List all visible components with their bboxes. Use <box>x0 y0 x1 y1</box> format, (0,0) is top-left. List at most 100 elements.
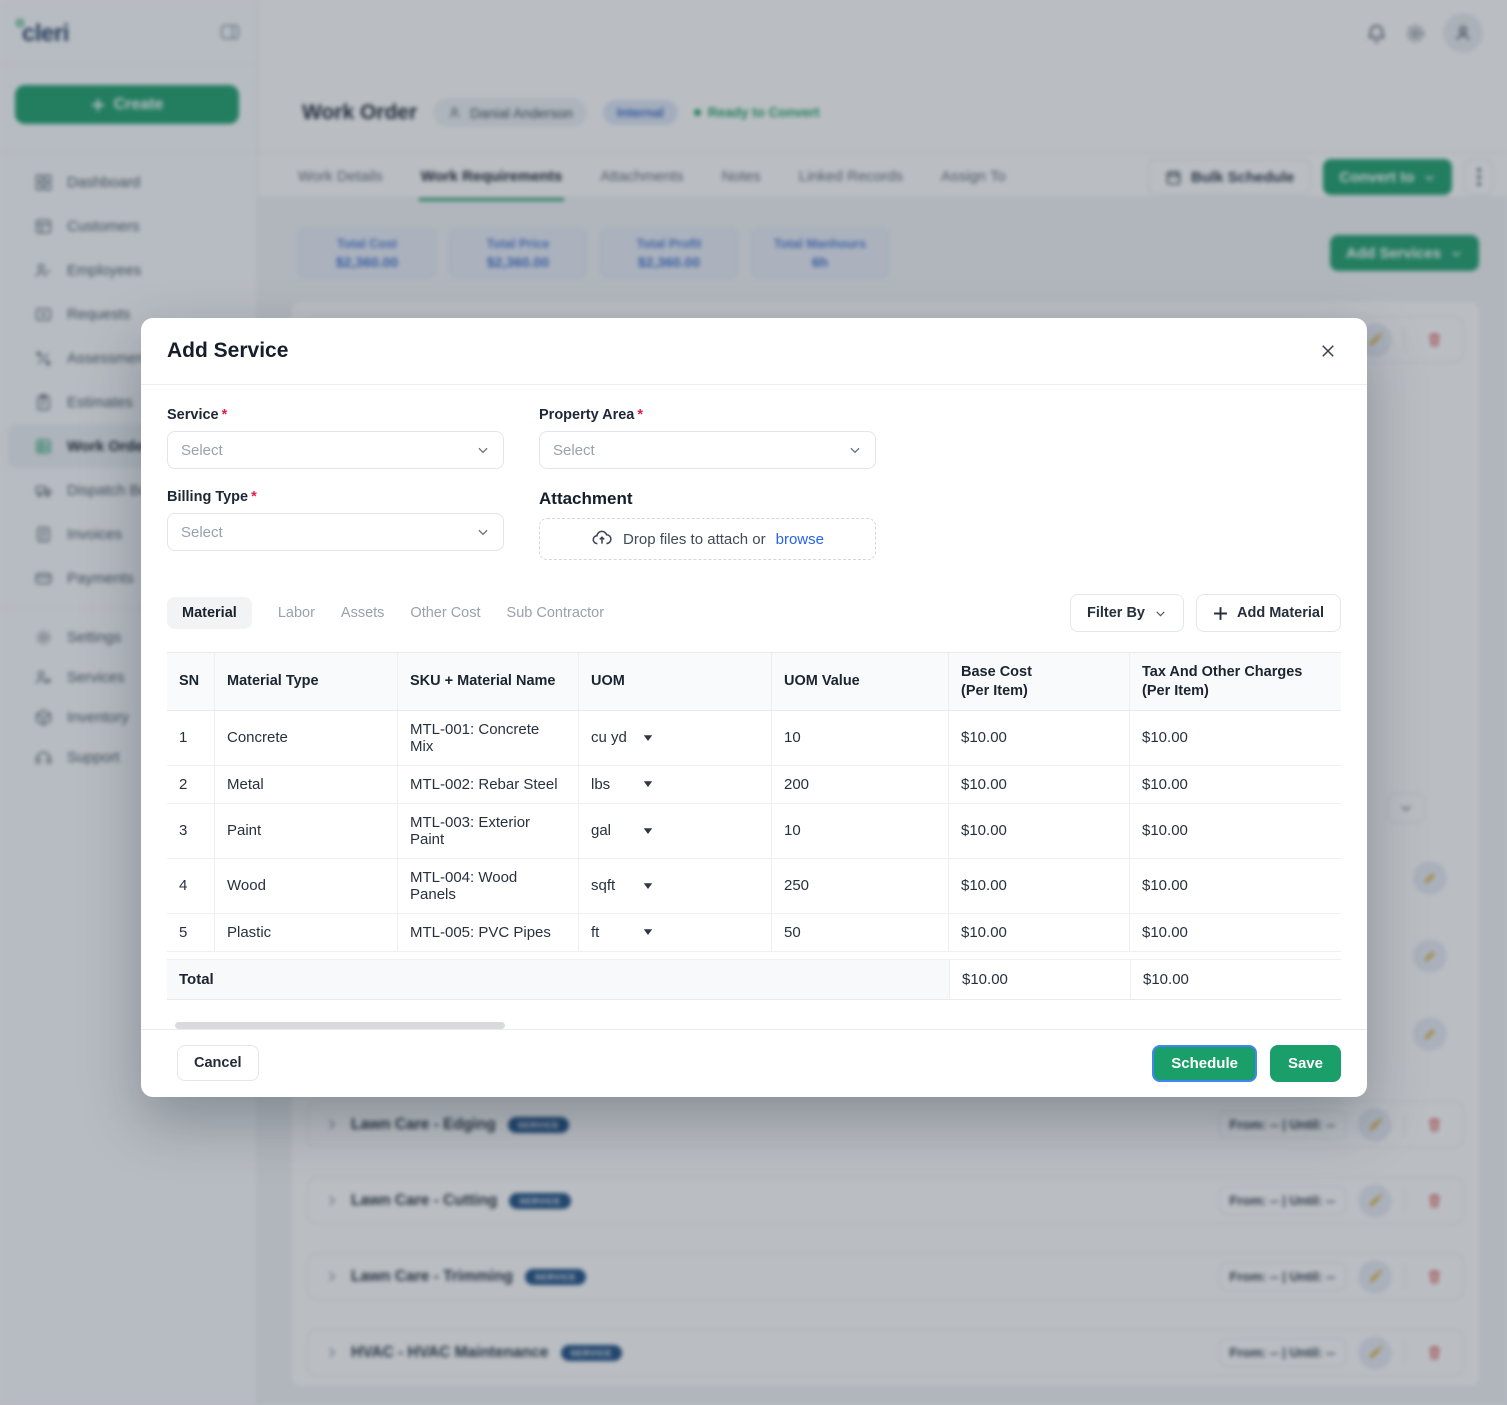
delete-button[interactable] <box>1417 1336 1451 1370</box>
chevron-right-icon[interactable] <box>324 1193 339 1208</box>
tab-labor[interactable]: Labor <box>277 605 315 622</box>
sidebar-item-invoices[interactable]: Invoices <box>8 512 249 556</box>
tab-assets[interactable]: Assets <box>340 605 385 622</box>
cell-tax[interactable]: $10.00 <box>1142 729 1188 747</box>
filter-by-button[interactable]: Filter By <box>1069 594 1184 633</box>
pencil-icon <box>1424 951 1435 962</box>
cell-tax[interactable]: $10.00 <box>1142 775 1188 793</box>
cell-base-cost[interactable]: $10.00 <box>949 803 1130 858</box>
sidebar-item-employees[interactable]: Employees <box>8 248 249 292</box>
browse-link[interactable]: browse <box>775 530 824 548</box>
edit-button[interactable] <box>1358 1183 1392 1218</box>
delete-button[interactable] <box>1417 1260 1451 1294</box>
edit-button[interactable] <box>1358 1335 1392 1370</box>
user-avatar[interactable] <box>1443 13 1483 53</box>
service-row-lawn-care-edging: Lawn Care - Edging SERVICE From: -- | Un… <box>307 1101 1464 1148</box>
chevron-right-icon[interactable] <box>324 1117 339 1132</box>
sidebar-item-customers[interactable]: Customers <box>8 204 249 248</box>
tab-material[interactable]: Material <box>167 597 252 630</box>
sidebar-item-estimates[interactable]: Estimates <box>8 380 249 424</box>
tab-attachments[interactable]: Attachments <box>600 168 684 185</box>
table-row: 4 Wood MTL-004: Wood Panels sqft 250 $10… <box>167 858 1341 914</box>
bulk-schedule-button[interactable]: Bulk Schedule <box>1148 159 1312 195</box>
delete-button[interactable] <box>1417 323 1451 357</box>
cell-uom-value[interactable]: 50 <box>772 913 949 951</box>
add-material-button[interactable]: Add Material <box>1195 594 1341 633</box>
convert-to-button[interactable]: Convert to <box>1323 159 1453 195</box>
notifications-bell-icon[interactable] <box>1365 22 1388 45</box>
cell-uom-value[interactable]: 200 <box>772 765 949 803</box>
customer-badge[interactable]: Danial Anderson <box>433 98 587 127</box>
delete-button[interactable] <box>1417 1184 1451 1218</box>
cancel-button[interactable]: Cancel <box>177 1045 259 1082</box>
close-button[interactable] <box>1319 342 1337 360</box>
tab-assign-to[interactable]: Assign To <box>940 168 1006 185</box>
save-button[interactable]: Save <box>1269 1044 1341 1082</box>
cell-base-cost[interactable]: $10.00 <box>949 858 1130 913</box>
property-area-select[interactable]: Select <box>539 431 876 470</box>
billing-type-select[interactable]: Select <box>167 513 504 552</box>
tab-other-cost[interactable]: Other Cost <box>410 605 481 622</box>
settings-gear-icon[interactable] <box>1404 22 1427 45</box>
schedule-button[interactable]: Schedule <box>1152 1044 1257 1082</box>
add-services-button[interactable]: Add Services <box>1330 235 1480 271</box>
cell-tax[interactable]: $10.00 <box>1142 923 1188 941</box>
sidebar-item-inventory[interactable]: Inventory <box>8 697 249 737</box>
status-badge: Ready to Convert <box>693 105 820 120</box>
edit-button[interactable] <box>1413 939 1447 973</box>
edit-button[interactable] <box>1413 1017 1447 1051</box>
edit-button[interactable] <box>1358 1107 1392 1142</box>
cell-tax[interactable]: $10.00 <box>1142 822 1188 840</box>
collapse-section-button[interactable] <box>1387 793 1425 823</box>
cell-base-cost[interactable]: $10.00 <box>949 710 1130 765</box>
tab-linked-records[interactable]: Linked Records <box>798 168 903 185</box>
person-icon <box>449 107 460 118</box>
chevron-right-icon[interactable] <box>324 1345 339 1360</box>
create-button[interactable]: Create <box>15 85 239 124</box>
cell-uom-value[interactable]: 250 <box>772 858 949 913</box>
chevron-right-icon[interactable] <box>324 1269 339 1284</box>
cell-sn: 3 <box>167 803 215 858</box>
tab-notes[interactable]: Notes <box>721 168 761 185</box>
cell-tax[interactable]: $10.00 <box>1142 877 1188 895</box>
sidebar-item-settings[interactable]: Settings <box>8 617 249 657</box>
stat-total-price: Total Price $2,360.00 <box>449 228 587 278</box>
delete-button[interactable] <box>1417 1108 1451 1142</box>
sidebar-item-assessments[interactable]: Assessments <box>8 336 249 380</box>
sidebar-item-dashboard[interactable]: Dashboard <box>8 160 249 204</box>
cell-base-cost[interactable]: $10.00 <box>949 913 1130 951</box>
tab-sub-contractor[interactable]: Sub Contractor <box>506 605 605 622</box>
calendar-icon <box>1166 170 1181 185</box>
sidebar-collapse-icon[interactable] <box>219 21 241 48</box>
uom-select[interactable]: cu yd <box>579 710 772 765</box>
cell-uom-value[interactable]: 10 <box>772 803 949 858</box>
more-options-button[interactable] <box>1464 159 1494 195</box>
edit-button[interactable] <box>1358 1259 1392 1294</box>
table-row: 2 Metal MTL-002: Rebar Steel lbs 200 $10… <box>167 765 1341 804</box>
uom-select[interactable]: lbs <box>579 765 772 803</box>
tab-work-details[interactable]: Work Details <box>298 168 383 185</box>
table-header-row: SN Material Type SKU + Material Name UOM… <box>167 652 1341 711</box>
uom-select[interactable]: ft <box>579 913 772 951</box>
uom-select[interactable]: gal <box>579 803 772 858</box>
service-select[interactable]: Select <box>167 431 504 470</box>
sidebar-item-requests[interactable]: Requests <box>8 292 249 336</box>
divider <box>0 64 257 65</box>
cell-sku: MTL-004: Wood Panels <box>398 858 579 913</box>
uom-select[interactable]: sqft <box>579 858 772 913</box>
col-uom-value: UOM Value <box>772 653 949 710</box>
caret-down-icon <box>643 827 653 835</box>
sidebar-item-support[interactable]: Support <box>8 737 249 777</box>
cell-base-cost[interactable]: $10.00 <box>949 765 1130 803</box>
caret-down-icon <box>643 928 653 936</box>
cell-sn: 5 <box>167 913 215 951</box>
attachment-dropzone[interactable]: Drop files to attach or browse <box>539 518 876 561</box>
tab-work-requirements[interactable]: Work Requirements <box>418 160 565 201</box>
edit-button[interactable] <box>1413 861 1447 895</box>
cell-uom-value[interactable]: 10 <box>772 710 949 765</box>
sidebar-item-payments[interactable]: Payments <box>8 556 249 600</box>
schedule-range-badge: From: -- | Until: -- <box>1218 1186 1346 1215</box>
sidebar-item-services[interactable]: Services <box>8 657 249 697</box>
chevron-down-icon <box>1452 250 1461 257</box>
horizontal-scrollbar[interactable] <box>175 1021 505 1029</box>
